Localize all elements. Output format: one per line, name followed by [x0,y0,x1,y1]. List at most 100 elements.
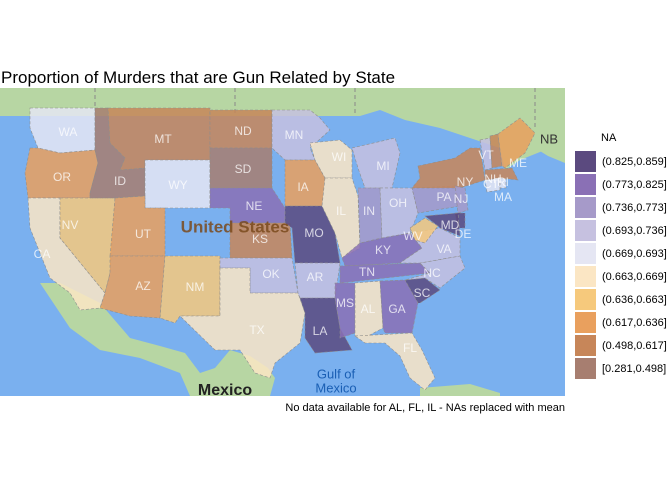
legend-swatch [574,219,597,242]
state-az [99,255,166,319]
state-label-ut: UT [135,227,152,241]
legend-swatch [574,265,597,288]
state-md [424,212,461,237]
state-label-ks: KS [252,232,268,246]
state-label-nm: NM [186,280,205,294]
neighbor-country-label: Mexico [198,382,252,396]
legend-item: (0.773,0.825] [574,173,667,196]
state-fl [354,332,436,391]
gulf-label-line1: Gulf of [317,366,356,381]
labels-layer: WA OR CA NV ID MT WY UT AZ NM ND SD NE KS OK TX MN IA MO AR… [34,124,527,355]
state-label-sc: SC [414,286,431,300]
legend-swatch [574,173,597,196]
state-label-sd: SD [235,162,252,176]
state-oh [379,187,419,239]
legend-label: (0.736,0.773] [602,201,667,214]
state-label-fl: FL [403,341,417,355]
state-tx [179,267,306,379]
state-wv [409,217,439,244]
state-ia [284,159,326,207]
legend-item: (0.736,0.773] [574,196,667,219]
state-label-ca: CA [34,247,51,261]
state-label-ct: CT [483,177,500,191]
state-label-de: DE [455,227,472,241]
legend-label: (0.669,0.693] [602,247,667,260]
legend-item: (0.825,0.859] [574,150,667,173]
map-canvas: WA OR CA NV ID MT WY UT AZ NM ND SD NE KS OK TX MN IA MO AR… [0,88,565,396]
legend-label: (0.617,0.636] [602,316,667,329]
state-label-az: AZ [135,279,150,293]
legend-item: (0.669,0.693] [574,242,667,265]
state-label-nd: ND [234,124,252,138]
legend-item: (0.617,0.636] [574,311,667,334]
legend: NA (0.825,0.859] (0.773,0.825] (0.736,0.77… [574,132,667,380]
legend-swatch [574,311,597,334]
state-label-al: AL [361,302,376,316]
state-label-oh: OH [389,196,407,210]
state-wi [309,139,353,179]
state-ny [411,147,486,189]
state-label-ri: RI [497,175,509,189]
legend-swatch [574,196,597,219]
state-label-il: IL [336,204,346,218]
state-label-nv: NV [62,218,79,232]
nb-label: NB [540,131,558,146]
state-tn [339,262,431,284]
legend-item: [0.281,0.498] [574,357,667,380]
country-label: United States [181,217,290,236]
state-label-wi: WI [332,150,347,164]
legend-swatch [574,242,597,265]
state-label-me: ME [509,156,527,170]
state-nj [454,185,469,214]
legend-swatch [574,150,597,173]
legend-item: (0.693,0.736] [574,219,667,242]
state-ca [27,197,106,311]
state-mo [284,205,341,264]
state-label-vt: VT [478,148,494,162]
state-label-la: LA [313,324,328,338]
state-label-in: IN [363,204,375,218]
gulf-label-line2: Mexico [315,380,356,395]
state-me [497,117,536,169]
legend-swatch [574,288,597,311]
state-label-or: OR [53,170,71,184]
state-ri [499,177,507,189]
state-label-ok: OK [262,267,279,281]
map-caption: No data available for AL, FL, IL - NAs r… [285,402,565,414]
legend-title: NA [601,132,617,144]
mexico-land [40,283,275,396]
state-label-wy: WY [168,178,187,192]
state-label-wa: WA [59,125,78,139]
state-label-nh: NH [484,172,501,186]
legend-swatch [574,357,597,380]
state-label-ia: IA [297,180,308,194]
state-label-tx: TX [249,323,264,337]
state-nc [404,255,466,289]
legend-item: (0.498,0.617] [574,334,667,357]
states-layer [24,107,536,391]
legend-label: (0.773,0.825] [602,178,667,191]
state-label-mi: MI [376,159,389,173]
state-label-ga: GA [388,302,405,316]
map-title: Proportion of Murders that are Gun Relat… [1,68,396,87]
state-label-ne: NE [246,199,263,213]
legend-label: (0.825,0.859] [602,155,667,168]
state-label-wv: WV [403,229,422,243]
state-label-nc: NC [423,266,441,280]
state-label-nj: NJ [454,192,469,206]
state-label-ky: KY [375,243,391,257]
legend-label: (0.636,0.663] [602,293,667,306]
state-label-mt: MT [154,132,172,146]
state-label-ny: NY [457,175,474,189]
state-ne [209,187,286,224]
choropleth-map: WA OR CA NV ID MT WY UT AZ NM ND SD NE KS OK TX MN IA MO AR… [0,88,565,396]
legend-label: (0.498,0.617] [602,339,667,352]
state-label-mo: MO [304,226,323,240]
cuba-land [420,384,500,396]
state-label-id: ID [114,174,126,188]
state-al [354,280,384,337]
state-label-tn: TN [359,265,375,279]
state-label-ms: MS [336,296,354,310]
state-label-va: VA [436,242,451,256]
legend-item: (0.636,0.663] [574,288,667,311]
